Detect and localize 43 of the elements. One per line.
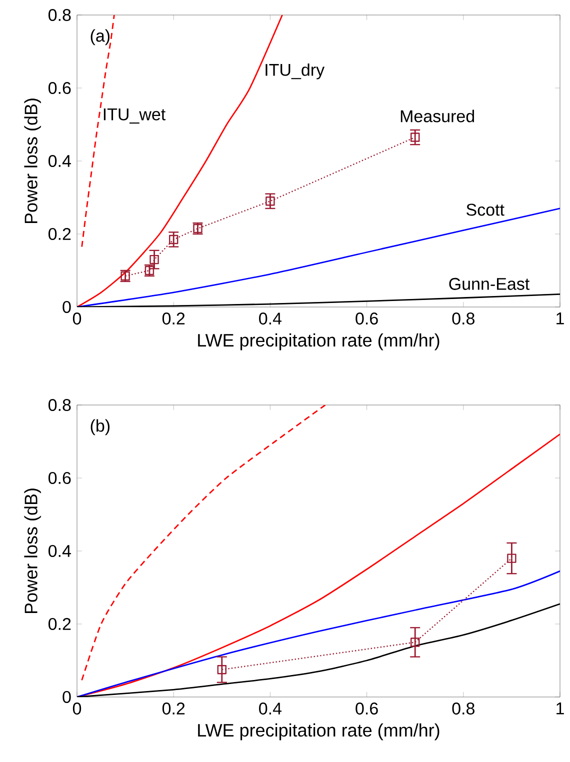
line-series [76,570,560,697]
y-tick-label: 0 [62,690,71,704]
y-tick-label: 0.2 [48,618,71,630]
series-label: ITU_wet [104,108,166,124]
y-tick-label: 0.4 [48,544,71,558]
y-tick-label: 0.6 [48,82,71,94]
point [168,234,178,244]
series-label: Scott [466,204,504,216]
x-tick-label: 0.6 [356,312,378,325]
x-tick-label: 0 [72,702,82,715]
point [410,638,420,647]
x-tick-label: 0.8 [452,312,474,325]
x-tick-label: 0.2 [162,702,185,715]
x-tick-label: 1 [556,702,564,714]
line-series [81,405,326,681]
text: (b) [90,419,110,436]
x-axis-title: LWE precipitation rate (mm/hr) [198,333,440,350]
line-series [76,603,560,697]
text: (a) [90,29,110,46]
x-tick-label: 0.4 [259,312,282,325]
series-label: Gunn-East [449,278,530,290]
y-tick-label: 0.6 [48,472,71,484]
point [217,665,226,674]
y-tick-label: 0 [62,300,71,314]
point [410,132,420,142]
x-tick-label: 0.4 [259,702,282,715]
line-series [76,294,560,307]
point [507,554,516,563]
series-label: Measured [400,110,474,122]
series-label: ITU_dry [266,63,325,80]
y-axis-title: Power loss (dB) [24,488,41,614]
y-tick-label: 0.8 [48,8,71,22]
y-axis-title: Power loss (dB) [24,98,41,224]
x-tick-label: 0 [72,312,82,325]
point [266,196,275,206]
x-axis-title: LWE precipitation rate (mm/hr) [198,723,440,740]
y-tick-label: 0.4 [48,154,71,168]
x-tick-label: 1 [556,312,564,324]
y-tick-label: 0.2 [48,228,71,240]
x-tick-label: 0.6 [356,702,378,715]
y-tick-label: 0.8 [48,398,71,412]
x-tick-label: 0.8 [452,702,474,715]
x-tick-label: 0.2 [162,312,185,325]
